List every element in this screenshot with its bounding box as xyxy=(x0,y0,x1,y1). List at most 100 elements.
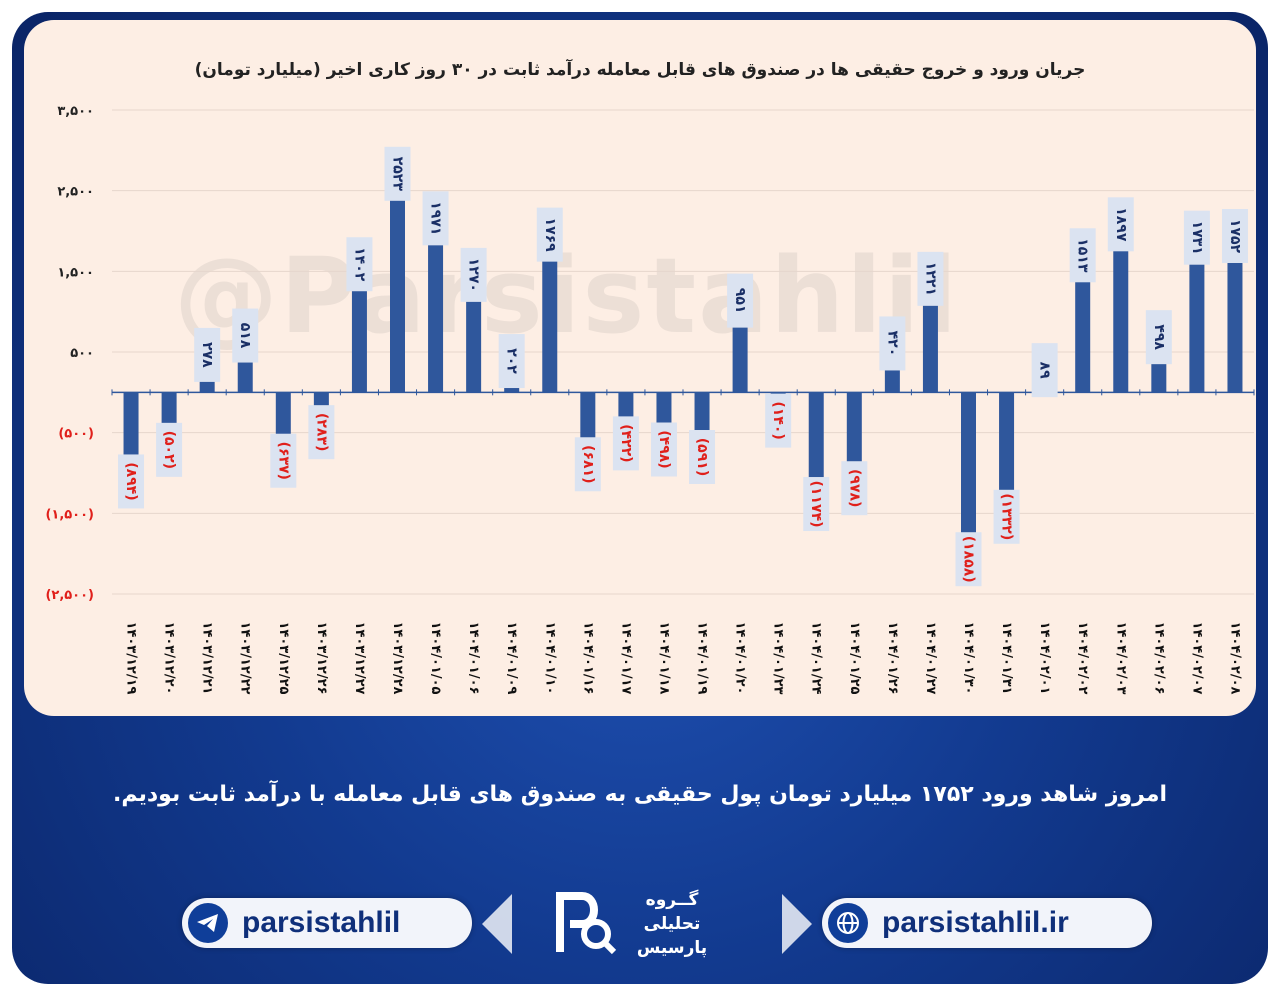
x-tick-label: ۱۴۰۴/۰۱/۱۰ xyxy=(542,622,557,695)
data-label: (۱۴۰) xyxy=(770,401,786,439)
x-tick-label: ۱۴۰۴/۰۱/۲۵ xyxy=(847,622,862,695)
data-label-box xyxy=(765,393,792,448)
logo-line-3: پارسیس xyxy=(636,938,708,958)
y-tick-label: (۲,۵۰۰) xyxy=(45,588,94,603)
data-label: ۵۱۸ xyxy=(237,323,253,349)
x-tick-label: ۱۴۰۴/۰۲/۰۷ xyxy=(1189,622,1204,695)
data-label: ۲۷۸ xyxy=(199,342,215,368)
data-label-box xyxy=(498,334,525,389)
x-tick-label: ۱۴۰۳/۱۲/۲۰ xyxy=(162,622,177,695)
data-label: (۹۷۸) xyxy=(846,469,862,507)
bar-chart: ۳,۵۰۰ ۲,۵۰۰ ۱,۵۰۰ ۵۰۰ (۵۰۰) (۱,۵۰۰) (۲,۵۰۰) (۸۹… xyxy=(45,104,1255,695)
data-label: (۱۱۷۴) xyxy=(808,481,824,528)
x-tick-label: ۱۴۰۴/۰۱/۰۹ xyxy=(504,622,519,695)
data-label-box xyxy=(194,327,221,382)
data-label: ۱۲۲۱ xyxy=(922,262,938,296)
bar xyxy=(808,392,824,488)
telegram-icon xyxy=(188,903,228,943)
bar xyxy=(1189,252,1205,393)
data-label: (۵۹۱) xyxy=(694,438,710,476)
x-tick-label: ۱۴۰۴/۰۱/۳۰ xyxy=(961,622,976,695)
data-label-box xyxy=(384,146,411,201)
data-label-box xyxy=(993,489,1020,544)
data-label: ۱۷۵۲ xyxy=(1227,219,1243,254)
data-label-box xyxy=(536,207,563,262)
bar xyxy=(123,392,139,465)
data-label: (۴۲۲) xyxy=(618,424,634,462)
x-tick-label: ۱۴۰۴/۰۲/۰۳ xyxy=(1113,622,1128,695)
bar xyxy=(580,392,596,448)
data-label-box xyxy=(879,316,906,371)
poster-frame: @Parsistahlil جریان ورود و خروج حقیقی ها… xyxy=(12,12,1268,984)
chart-title: جریان ورود و خروج حقیقی ها در صندوق های … xyxy=(194,60,1086,80)
bar xyxy=(466,289,482,393)
x-tick-label: ۱۴۰۳/۱۲/۲۶ xyxy=(314,622,329,695)
bar xyxy=(542,249,558,393)
footer-band: parsistahlil گــروه تحلیلی پارسیس parsis… xyxy=(42,884,1238,964)
data-label: (۶۳۷) xyxy=(275,441,291,479)
data-label: ۱۷۳۱ xyxy=(1189,221,1205,255)
data-label: ۴۹۸ xyxy=(1151,324,1167,350)
data-label-box xyxy=(308,405,335,460)
y-tick-label: ۳,۵۰۰ xyxy=(57,104,94,119)
logo-text: گــروه تحلیلی پارسیس xyxy=(622,888,722,960)
logo-line-1: گــروه xyxy=(645,890,699,910)
data-label-box xyxy=(841,461,868,516)
data-label-box xyxy=(232,308,259,363)
bar xyxy=(846,392,862,472)
data-label-box xyxy=(727,273,754,328)
x-tick-label: ۱۴۰۴/۰۱/۲۶ xyxy=(885,622,900,695)
data-label: ۱۸۹۷ xyxy=(1113,207,1129,242)
x-tick-label: ۱۴۰۴/۰۲/۰۶ xyxy=(1151,622,1166,695)
watermark: @Parsistahlil xyxy=(174,235,960,357)
data-label-box xyxy=(460,247,487,302)
data-label: (۵۰۲) xyxy=(161,431,177,469)
data-label: (۴۹۸) xyxy=(656,430,672,468)
data-label-box xyxy=(422,191,449,246)
telegram-link[interactable]: parsistahlil xyxy=(182,898,472,948)
website-link[interactable]: parsistahlil.ir xyxy=(822,898,1152,948)
y-tick-label: (۱,۵۰۰) xyxy=(45,507,94,522)
x-tick-label: ۱۴۰۴/۰۱/۱۷ xyxy=(618,622,633,695)
data-label: ۱۴۰۲ xyxy=(351,247,367,282)
x-tick-label: ۱۴۰۳/۱۲/۲۸ xyxy=(390,622,405,695)
data-label: ۴۲۰ xyxy=(884,331,900,357)
data-label: (۱۳۳۲) xyxy=(999,493,1015,540)
data-label: ۱۵۱۳ xyxy=(1075,238,1091,273)
bar xyxy=(732,315,748,393)
bar xyxy=(1075,270,1091,393)
x-tick-label: ۱۴۰۳/۱۲/۲۵ xyxy=(276,622,291,695)
data-label: (۶۸۱) xyxy=(580,445,596,483)
y-tick-label: (۵۰۰) xyxy=(58,427,94,442)
x-tick-label: ۱۴۰۴/۰۱/۱۹ xyxy=(695,622,710,695)
x-tick-label: ۱۴۰۳/۱۲/۲۲ xyxy=(238,622,253,695)
website-url: parsistahlil.ir xyxy=(882,906,1069,939)
data-label-box xyxy=(1145,310,1172,365)
x-tick-label: ۱۴۰۴/۰۱/۰۶ xyxy=(466,622,481,695)
data-label: ۹۵۱ xyxy=(732,288,748,314)
data-label-box xyxy=(270,433,297,488)
data-label-box xyxy=(1183,210,1210,265)
x-tick-label: ۱۴۰۴/۰۲/۰۱ xyxy=(1037,622,1052,695)
chart-card: @Parsistahlil جریان ورود و خروج حقیقی ها… xyxy=(24,20,1256,716)
data-label: (۸۹۴) xyxy=(123,462,139,500)
bar xyxy=(351,279,367,393)
x-tick-label: ۱۴۰۴/۰۱/۲۴ xyxy=(809,622,824,695)
data-label: ۱۷۶۹ xyxy=(542,218,558,253)
x-tick-label: ۱۴۰۴/۰۱/۲۰ xyxy=(733,622,748,695)
band-arrow-right-icon xyxy=(782,894,812,954)
bar xyxy=(390,188,405,393)
data-label: ۲۵۲۳ xyxy=(390,157,406,192)
globe-icon xyxy=(828,903,868,943)
telegram-handle: parsistahlil xyxy=(242,906,401,939)
data-label: ۱۹۷۱ xyxy=(428,201,444,235)
x-tick-label: ۱۴۰۴/۰۱/۳۱ xyxy=(999,622,1014,695)
bar xyxy=(1227,251,1243,393)
logo: گــروه تحلیلی پارسیس xyxy=(522,884,758,964)
bar xyxy=(694,392,710,441)
data-label-box xyxy=(574,437,601,492)
data-label: ۲۰۲ xyxy=(504,348,520,374)
data-label-box xyxy=(118,454,145,509)
x-tick-label: ۱۴۰۳/۱۲/۱۹ xyxy=(124,622,139,695)
x-tick-label: ۱۴۰۴/۰۱/۱۶ xyxy=(580,622,595,695)
